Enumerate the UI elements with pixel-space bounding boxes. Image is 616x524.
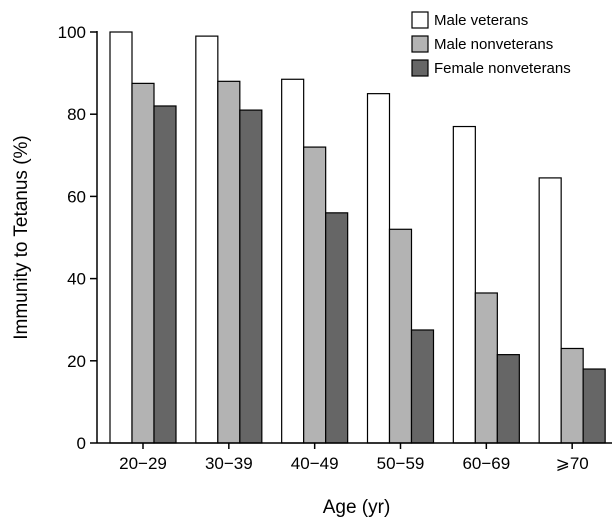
bar-male-nonveterans: [303, 146, 327, 444]
x-tick-label: 50−59: [377, 454, 425, 473]
x-tick-label: 20−29: [119, 454, 167, 473]
x-tick-label: ⩾70: [556, 454, 589, 473]
legend-label: Male veterans: [434, 12, 528, 29]
bar-female-nonveterans: [582, 368, 606, 444]
y-tick-label: 80: [67, 105, 86, 124]
bar-male-nonveterans: [217, 80, 241, 444]
bar-male-nonveterans: [131, 82, 155, 444]
bar-female-nonveterans: [496, 354, 520, 444]
y-tick-label: 100: [58, 23, 86, 42]
bar-male-veterans: [538, 177, 562, 444]
x-tick-label: 40−49: [291, 454, 339, 473]
x-tick-label: 30−39: [205, 454, 253, 473]
x-axis-ticks: 20−29 30−39 40−49 50−59 60−69 ⩾70: [119, 443, 589, 473]
x-tick-label: 60−69: [462, 454, 510, 473]
bar-female-nonveterans: [153, 105, 177, 444]
bar-male-veterans: [366, 93, 391, 444]
x-axis-title: Age (yr): [323, 497, 391, 518]
legend-swatch: [411, 59, 429, 77]
bar-male-nonveterans: [560, 347, 584, 444]
y-tick-label: 40: [67, 270, 86, 289]
legend-swatch: [411, 11, 429, 29]
bar-female-nonveterans: [325, 212, 349, 444]
y-tick-label: 20: [67, 352, 86, 371]
y-axis-title: Immunity to Tetanus (%): [11, 135, 32, 340]
bar-female-nonveterans: [239, 109, 263, 444]
bar-male-veterans: [195, 35, 219, 444]
bars-layer: [109, 31, 606, 444]
bar-male-nonveterans: [474, 292, 498, 444]
y-tick-label: 60: [67, 187, 86, 206]
y-axis-ticks: 0 20 40 60 80 100: [58, 23, 97, 453]
bar-male-veterans: [109, 31, 133, 444]
legend-label: Male nonveterans: [434, 36, 553, 53]
bar-female-nonveterans: [410, 329, 435, 444]
bar-male-veterans: [452, 125, 476, 444]
legend: Male veterans Male nonveterans Female nonv…: [411, 11, 571, 77]
bar-male-nonveterans: [388, 228, 413, 444]
legend-label: Female nonveterans: [434, 60, 571, 77]
legend-swatch: [411, 35, 429, 53]
bar-male-veterans: [281, 78, 305, 444]
y-tick-label: 0: [77, 434, 86, 453]
